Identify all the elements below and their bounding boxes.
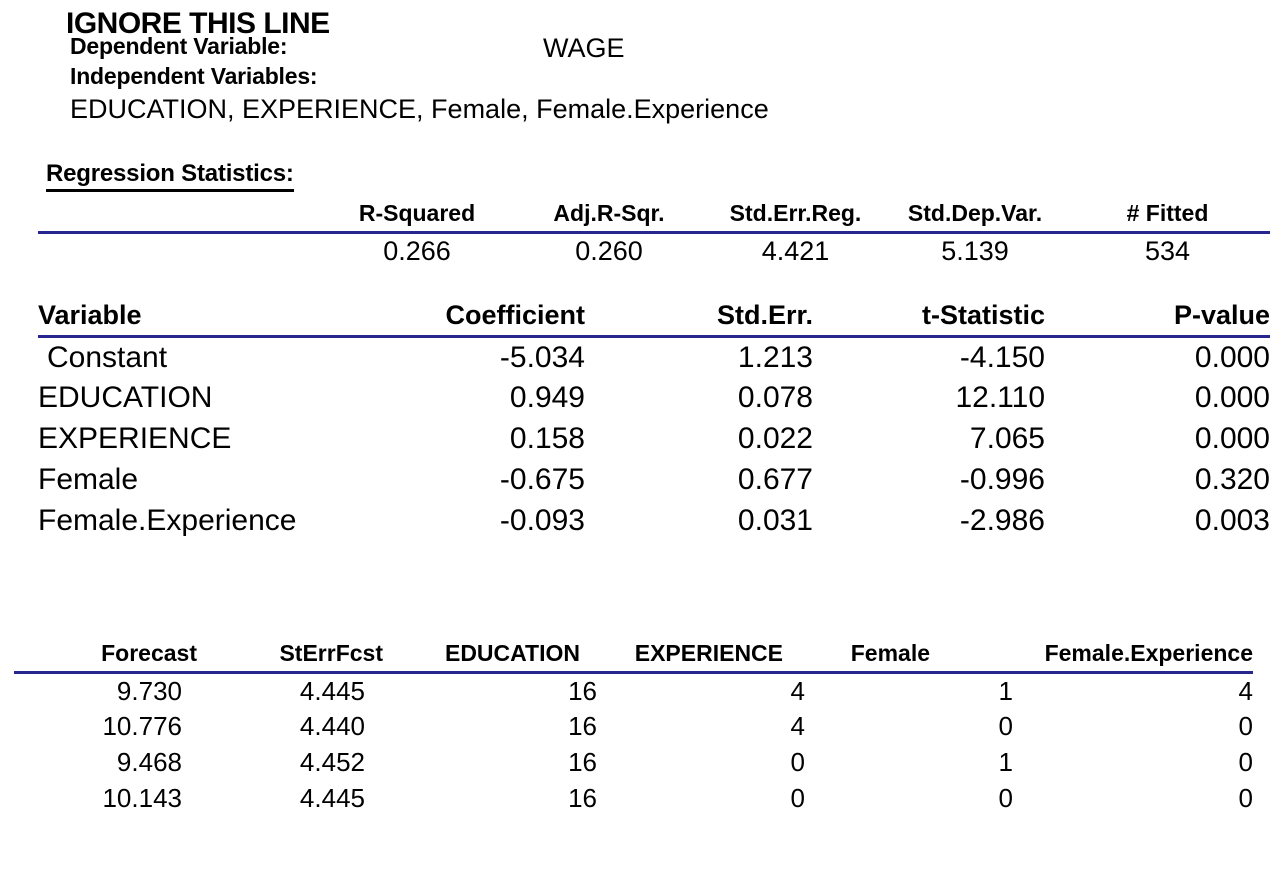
- dependent-variable-value: WAGE: [543, 33, 625, 63]
- table-row: EXPERIENCE 0.158 0.022 7.065 0.000: [38, 419, 1270, 460]
- forecast-value-cell: 4.445: [299, 675, 365, 706]
- ignore-line-text: IGNORE THIS LINE: [66, 7, 330, 40]
- coefficients-table: Variable Coefficient Std.Err. t-Statisti…: [38, 300, 1270, 542]
- table-row: Female.Experience -0.093 0.031 -2.986 0.…: [38, 501, 1270, 542]
- coef-value-cell: -0.093: [499, 504, 585, 537]
- coef-col-header: t-Statistic: [813, 300, 1045, 338]
- table-row: Constant -5.034 1.213 -4.150 0.000: [38, 337, 1270, 378]
- forecast-table: Forecast StErrFcst EDUCATION EXPERIENCE …: [14, 640, 1253, 817]
- stats-value: 534: [1144, 236, 1191, 266]
- coef-variable-cell: Female: [38, 463, 139, 496]
- stats-empty-cell: [38, 200, 322, 234]
- coef-value-cell: 0.078: [737, 381, 813, 414]
- coef-value-cell: 12.110: [955, 381, 1045, 414]
- forecast-value-cell: 4: [1238, 675, 1253, 706]
- coef-col-header: P-value: [1045, 300, 1270, 338]
- coef-variable-cell: EDUCATION: [38, 381, 213, 414]
- coef-value-cell: 0.003: [1194, 504, 1270, 537]
- forecast-value-cell: 4: [790, 711, 805, 741]
- coef-value-cell: 0.000: [1194, 340, 1270, 374]
- coef-value-cell: 0.320: [1194, 463, 1270, 496]
- forecast-value-cell: 9.730: [116, 675, 182, 706]
- forecast-col-header: EDUCATION: [383, 640, 597, 674]
- coef-col-header: Std.Err.: [585, 300, 813, 338]
- coef-value-cell: -0.996: [959, 463, 1045, 496]
- stats-col-header: R-Squared: [322, 200, 512, 234]
- regression-statistics-title: Regression Statistics:: [46, 160, 294, 193]
- forecast-col-header: Female.Experience: [1013, 640, 1253, 674]
- stats-value-row: 0.266 0.260 4.421 5.139 534: [38, 233, 1270, 268]
- coef-value-cell: -4.150: [959, 340, 1045, 374]
- forecast-value-cell: 9.468: [116, 747, 182, 777]
- table-row: 9.468 4.452 16 0 1 0: [14, 745, 1253, 781]
- coef-value-cell: -5.034: [499, 340, 585, 374]
- coef-value-cell: 0.031: [737, 504, 813, 537]
- forecast-value-cell: 16: [568, 747, 597, 777]
- forecast-col-header: Forecast: [14, 640, 197, 674]
- forecast-value-cell: 16: [568, 675, 597, 706]
- table-row: Female -0.675 0.677 -0.996 0.320: [38, 460, 1270, 501]
- forecast-value-cell: 1: [998, 675, 1013, 706]
- coef-value-cell: 1.213: [737, 340, 813, 374]
- forecast-header-row: Forecast StErrFcst EDUCATION EXPERIENCE …: [14, 640, 1253, 674]
- stats-value: 0.260: [575, 236, 643, 266]
- stats-col-header: # Fitted: [1065, 200, 1270, 234]
- forecast-col-header: EXPERIENCE: [597, 640, 805, 674]
- stats-col-header: Std.Err.Reg.: [706, 200, 885, 234]
- forecast-value-cell: 16: [568, 711, 597, 741]
- stats-value: 0.266: [383, 236, 451, 266]
- forecast-value-cell: 4: [790, 675, 805, 706]
- coef-variable-cell: Constant: [47, 340, 168, 374]
- table-row: 9.730 4.445 16 4 1 4: [14, 673, 1253, 709]
- coef-value-cell: 0.677: [737, 463, 813, 496]
- forecast-value-cell: 4.440: [299, 711, 365, 741]
- forecast-value-cell: 10.776: [102, 711, 182, 741]
- forecast-value-cell: 16: [568, 783, 597, 813]
- coef-value-cell: -2.986: [959, 504, 1045, 537]
- stats-col-header: Adj.R-Sqr.: [512, 200, 706, 234]
- coef-value-cell: 0.158: [509, 422, 585, 455]
- forecast-value-cell: 4.452: [299, 747, 365, 777]
- coef-header-row: Variable Coefficient Std.Err. t-Statisti…: [38, 300, 1270, 338]
- forecast-value-cell: 0: [790, 747, 805, 777]
- coef-variable-cell: Female.Experience: [38, 504, 297, 537]
- forecast-value-cell: 0: [1238, 747, 1253, 777]
- forecast-col-header: Female: [805, 640, 1013, 674]
- dependent-variable-label: Dependent Variable:: [70, 33, 288, 59]
- coef-value-cell: 0.022: [737, 422, 813, 455]
- coef-value-cell: 7.065: [969, 422, 1045, 455]
- independent-variables-label: Independent Variables:: [70, 63, 318, 89]
- forecast-col-header: StErrFcst: [197, 640, 383, 674]
- coef-value-cell: 0.949: [509, 381, 585, 414]
- coef-value-cell: -0.675: [499, 463, 585, 496]
- table-row: EDUCATION 0.949 0.078 12.110 0.000: [38, 378, 1270, 419]
- stats-value: 4.421: [761, 236, 830, 266]
- coef-col-header: Coefficient: [278, 300, 585, 338]
- coef-value-cell: 0.000: [1194, 381, 1270, 414]
- stats-empty-cell: [38, 233, 322, 268]
- table-row: 10.143 4.445 16 0 0 0: [14, 781, 1253, 817]
- independent-variables-list: EDUCATION, EXPERIENCE, Female, Female.Ex…: [70, 94, 769, 124]
- forecast-value-cell: 0: [998, 711, 1013, 741]
- stats-value: 5.139: [941, 236, 1009, 266]
- stats-header-row: R-Squared Adj.R-Sqr. Std.Err.Reg. Std.De…: [38, 200, 1270, 234]
- coef-col-header: Variable: [38, 300, 278, 338]
- coef-value-cell: 0.000: [1194, 422, 1270, 455]
- forecast-value-cell: 0: [998, 783, 1013, 813]
- forecast-value-cell: 0: [790, 783, 805, 813]
- coef-variable-cell: EXPERIENCE: [38, 422, 232, 455]
- forecast-value-cell: 1: [998, 747, 1013, 777]
- stats-col-header: Std.Dep.Var.: [885, 200, 1065, 234]
- regression-statistics-table: R-Squared Adj.R-Sqr. Std.Err.Reg. Std.De…: [38, 200, 1270, 267]
- forecast-value-cell: 4.445: [299, 783, 365, 813]
- forecast-value-cell: 0: [1238, 711, 1253, 741]
- table-row: 10.776 4.440 16 4 0 0: [14, 709, 1253, 745]
- forecast-value-cell: 0: [1238, 783, 1253, 813]
- forecast-value-cell: 10.143: [102, 783, 182, 813]
